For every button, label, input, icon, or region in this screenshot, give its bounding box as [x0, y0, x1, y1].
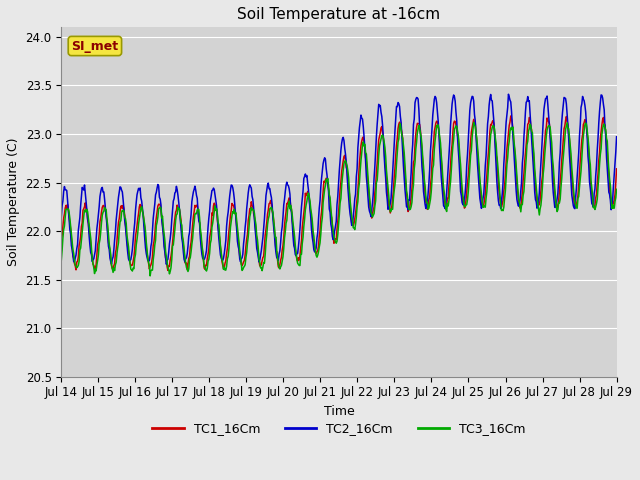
X-axis label: Time: Time: [324, 405, 355, 418]
Text: SI_met: SI_met: [71, 39, 118, 52]
Legend: TC1_16Cm, TC2_16Cm, TC3_16Cm: TC1_16Cm, TC2_16Cm, TC3_16Cm: [147, 417, 531, 440]
Title: Soil Temperature at -16cm: Soil Temperature at -16cm: [237, 7, 440, 22]
Y-axis label: Soil Temperature (C): Soil Temperature (C): [7, 138, 20, 266]
